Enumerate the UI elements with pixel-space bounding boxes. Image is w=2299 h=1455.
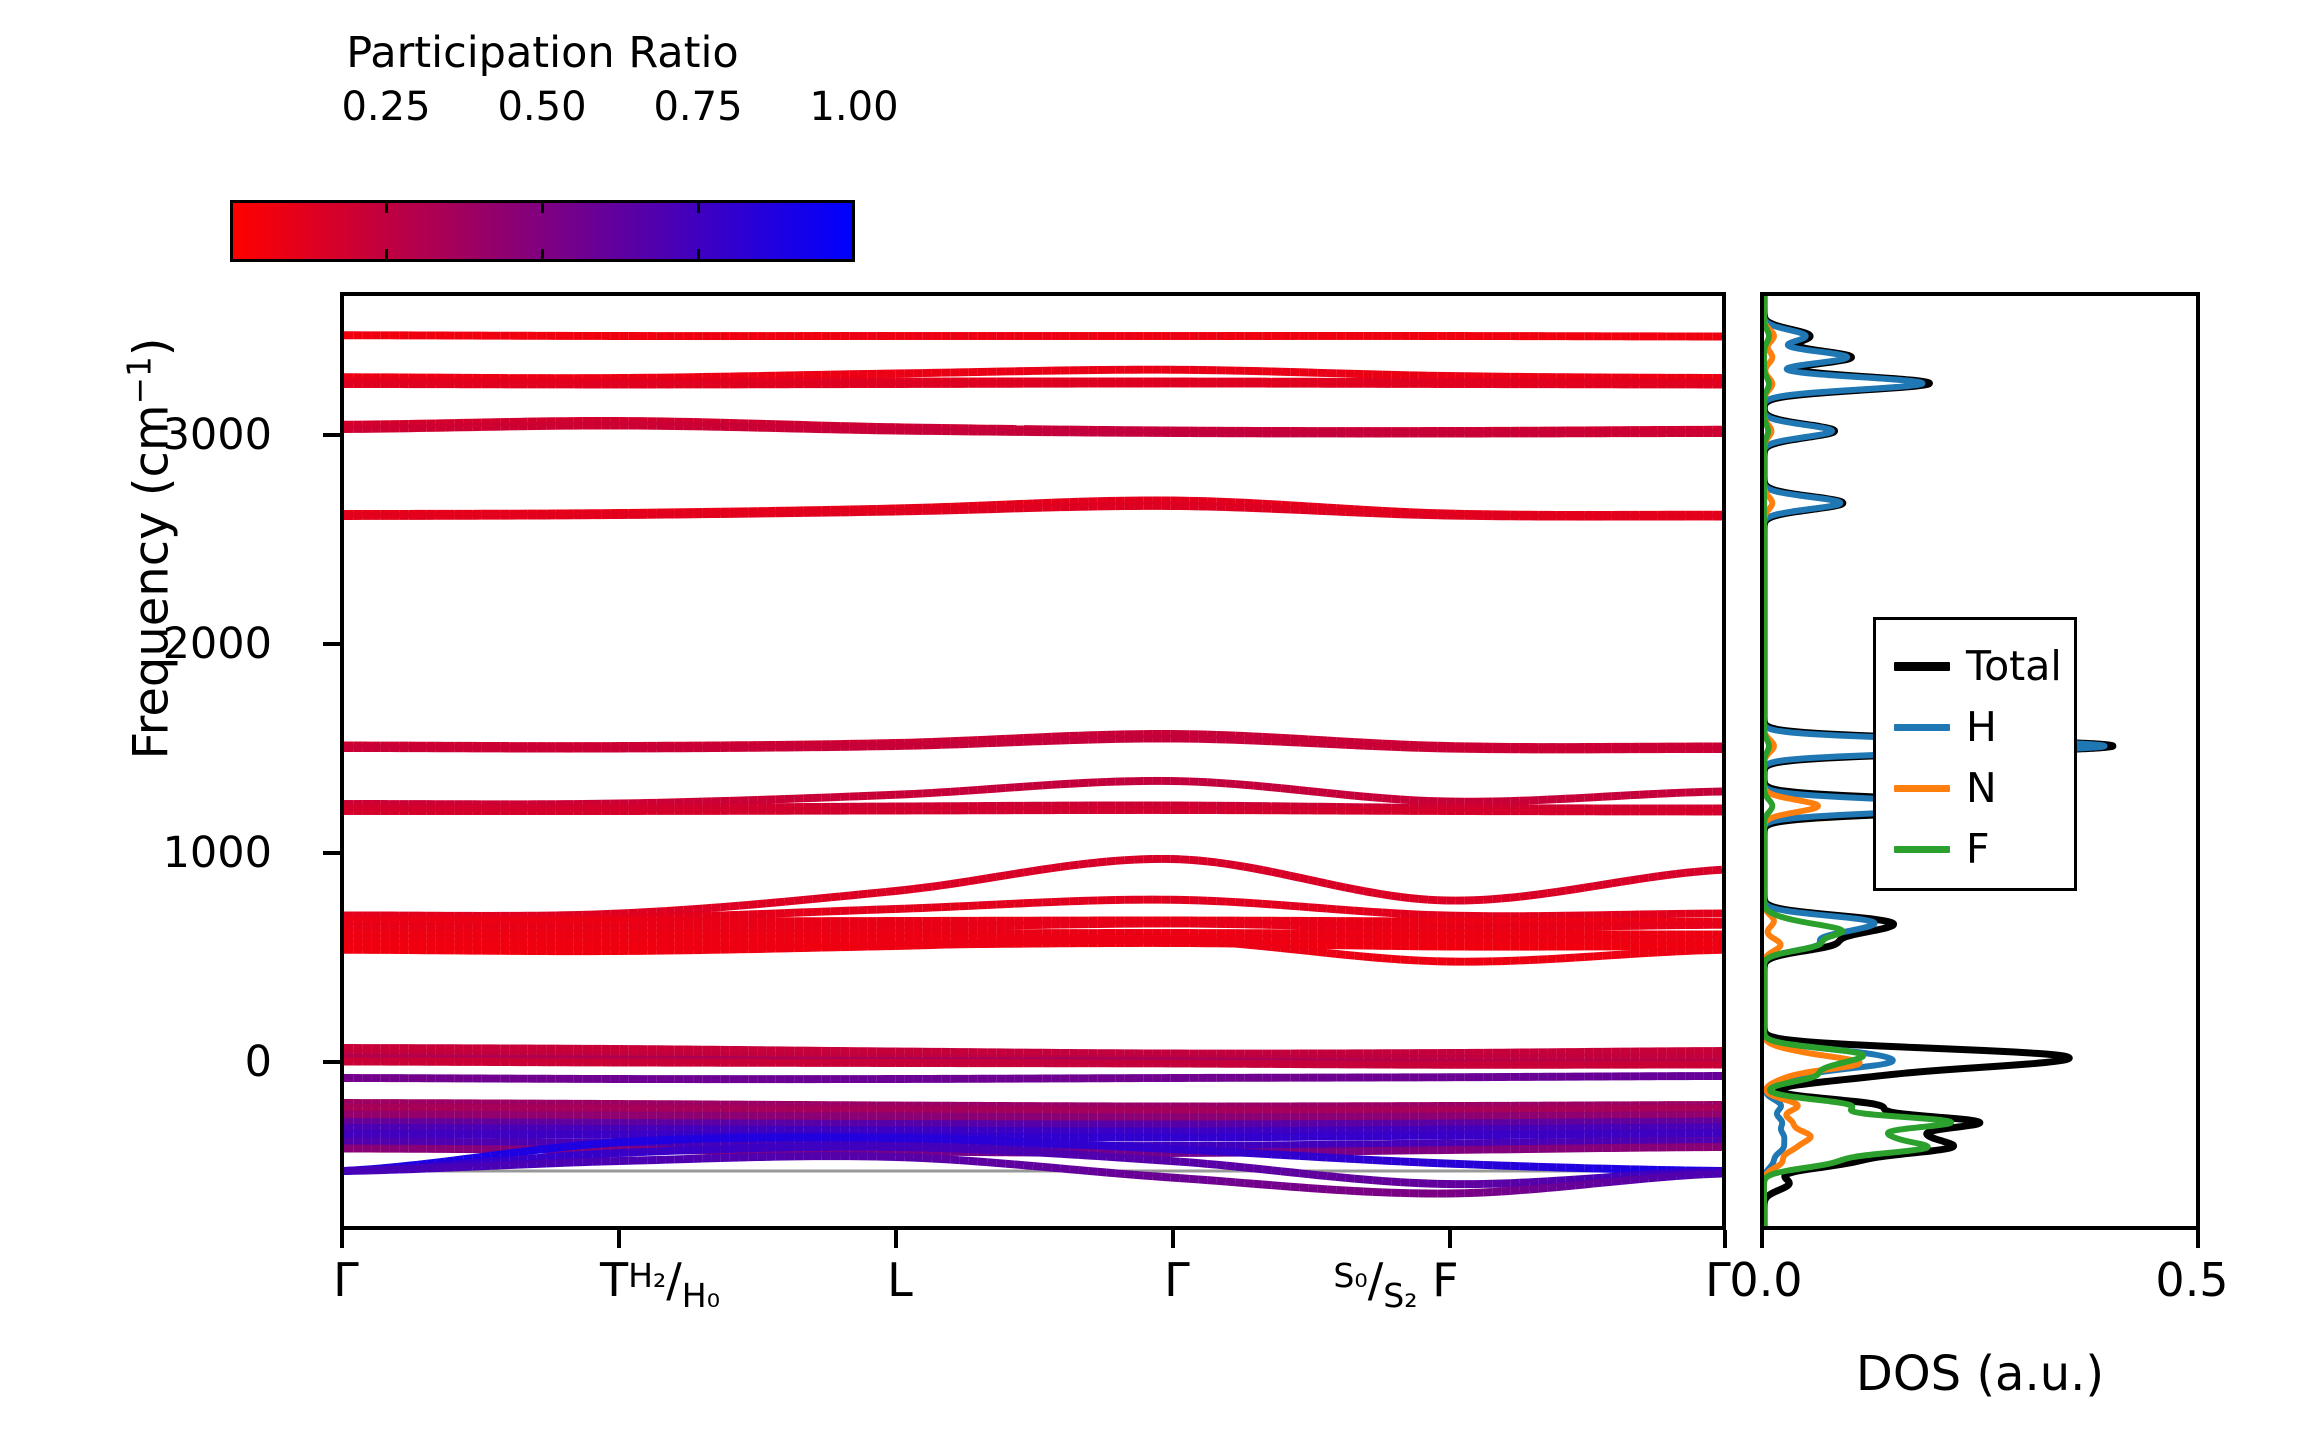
phonon-band [344,1117,1722,1129]
x-tick-label-t-h2-h0: T H₂/H₀ [600,1253,720,1315]
phonon-band [344,1057,1722,1069]
phonon-band [344,379,1722,389]
x-tick-label-s0-s2-f: S₀/S₂ F [1333,1253,1459,1315]
x-tick-mark-1 [617,1230,621,1248]
x-tick-sub-h0: H₀ [681,1275,720,1315]
colorbar [230,200,855,262]
x-tick-label-s0-over-s2: S₀/S₂ [1333,1253,1417,1315]
dos-legend: Total H N F [1873,617,2077,891]
colorbar-title: Participation Ratio [346,28,739,78]
x-tick-sup-h2: H₂ [628,1255,667,1295]
x-tick-label-gamma-1: Γ [1164,1253,1190,1307]
dos-tick-mark-0 [1760,1230,1764,1248]
y-tick-mark-2 [323,642,341,646]
phonon-band [344,806,1722,816]
legend-swatch-n [1894,785,1950,792]
colorbar-tick-top-1 [385,200,388,213]
x-tick-label-t: T [600,1253,629,1307]
phonon-band [344,1133,1722,1175]
legend-label-n: N [1966,764,1997,812]
legend-item-total[interactable]: Total [1876,636,2074,697]
phonon-band [344,1129,1722,1142]
y-tick-label-0: 0 [244,1037,272,1087]
legend-label-f: F [1966,825,1990,873]
x-tick-mark-5 [1723,1230,1727,1248]
phonon-band [344,776,1722,809]
legend-swatch-total [1894,662,1950,671]
phonon-band [344,331,1722,341]
phonon-band [344,1152,1722,1198]
dos-tick-mark-1 [2196,1230,2200,1248]
x-tick-slash-1: / [666,1253,682,1307]
phonon-band [344,1072,1722,1084]
legend-swatch-f [1894,846,1950,853]
x-tick-label-gamma-0: Γ [333,1253,359,1307]
colorbar-tick-bot-2 [541,249,544,262]
legend-item-n[interactable]: N [1876,758,2074,819]
colorbar-tick-bot-1 [385,249,388,262]
legend-swatch-h [1894,724,1950,731]
phonon-band [344,1044,1722,1058]
legend-item-h[interactable]: H [1876,697,2074,758]
colorbar-tick-label-0: 0.25 [341,84,431,130]
x-tick-mark-4 [1448,1230,1452,1248]
x-tick-sub-s2: S₂ [1383,1275,1418,1315]
colorbar-tick-label-1: 0.50 [497,84,587,130]
x-tick-mark-2 [894,1230,898,1248]
x-tick-label-gamma-2: Γ [1705,1253,1731,1307]
phonon-band [344,929,1722,939]
x-tick-slash-2: / [1367,1253,1384,1307]
x-tick-mark-3 [1171,1230,1175,1248]
phonon-band [344,365,1722,383]
phonon-band [344,1123,1722,1136]
y-tick-mark-1 [323,851,341,855]
phonon-band [344,919,1722,933]
colorbar-tick-top-2 [541,200,544,213]
x-tick-label-f: F [1432,1253,1459,1307]
phonon-band [344,421,1722,438]
y-tick-mark-0 [323,1060,341,1064]
y-tick-label-3: 3000 [162,410,272,460]
dos-x-axis-label: DOS (a.u.) [1855,1346,2105,1402]
x-tick-label-l: L [887,1253,913,1307]
x-tick-sup-s0: S₀ [1333,1255,1368,1295]
band-structure-curves [344,331,1722,1198]
colorbar-tick-bot-3 [697,249,700,262]
legend-label-total: Total [1966,642,2062,690]
phonon-band [344,854,1722,920]
phonon-band [344,1110,1722,1122]
y-tick-label-2: 2000 [162,619,272,669]
dos-curve-f [1764,296,1955,1226]
legend-item-f[interactable]: F [1876,819,2074,880]
phonon-band [344,501,1722,521]
legend-label-h: H [1966,703,1997,751]
band-structure-plot[interactable] [340,292,1726,1230]
phonon-band [344,1104,1722,1114]
colorbar-tick-top-3 [697,200,700,213]
phonon-band [344,895,1722,923]
x-tick-label-h2-over-h0: H₂/H₀ [628,1253,720,1315]
dos-curves [1764,296,2117,1226]
x-tick-mark-0 [340,1230,344,1248]
dos-tick-label-0: 0.0 [1729,1253,1803,1307]
phonon-band [344,734,1722,754]
y-tick-mark-3 [323,433,341,437]
colorbar-tick-label-3: 1.00 [809,84,899,130]
colorbar-tick-label-2: 0.75 [653,84,743,130]
y-tick-label-1: 1000 [162,828,272,878]
phonon-band [344,935,1722,966]
dos-tick-label-1: 0.5 [2155,1253,2229,1307]
